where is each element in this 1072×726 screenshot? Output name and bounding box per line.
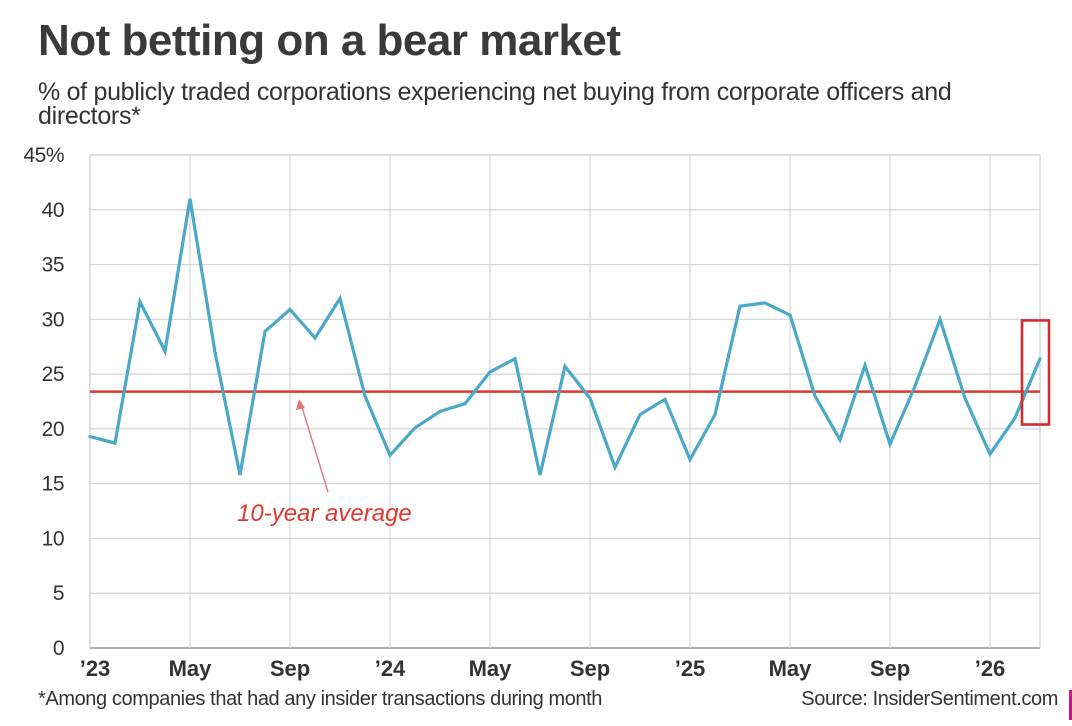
x-tick-label: May [769, 656, 813, 681]
x-tick-label: ’26 [975, 656, 1006, 681]
source-credit: Source: InsiderSentiment.com [801, 688, 1058, 710]
y-tick-label: 0 [53, 637, 64, 660]
y-tick-label: 20 [42, 418, 64, 441]
x-tick-label: ’25 [675, 656, 706, 681]
annotation-arrow [300, 403, 329, 493]
y-tick-label: 5 [53, 582, 64, 605]
edge-marker [1069, 690, 1072, 720]
y-tick-label: 45% [23, 144, 64, 167]
x-tick-label: Sep [570, 656, 610, 681]
x-tick-label: ’24 [375, 656, 406, 681]
x-tick-label: ’23 [80, 656, 111, 681]
y-tick-label: 25 [42, 363, 64, 386]
y-tick-label: 30 [42, 308, 64, 331]
y-tick-label: 35 [42, 254, 64, 277]
chart-title: Not betting on a bear market [38, 16, 621, 65]
y-tick-label: 40 [42, 199, 64, 222]
y-tick-label: 10 [42, 527, 64, 550]
x-axis-ticks: ’23 May Sep ’24 May Sep ’25 May Sep ’26 [80, 656, 1006, 681]
y-tick-label: 15 [42, 473, 64, 496]
x-tick-label: May [469, 656, 513, 681]
series-line [88, 198, 1042, 476]
reference-line-group: 10-year average [90, 390, 1040, 527]
x-tick-label: Sep [270, 656, 310, 681]
annotation-arrowhead [296, 399, 305, 410]
highlight-group [1020, 319, 1051, 426]
average-label: 10-year average [237, 500, 412, 527]
plot-frame [89, 154, 1041, 649]
chart-subtitle: % of publicly traded corporations experi… [38, 78, 952, 130]
gridlines [89, 154, 1041, 649]
highlight-box [1020, 319, 1051, 426]
footnote: *Among companies that had any insider tr… [38, 688, 603, 710]
y-axis-ticks: 45% 40 35 30 25 20 15 10 5 0 [23, 144, 64, 660]
x-tick-label: May [169, 656, 213, 681]
x-tick-label: Sep [870, 656, 910, 681]
series-group [88, 198, 1042, 476]
